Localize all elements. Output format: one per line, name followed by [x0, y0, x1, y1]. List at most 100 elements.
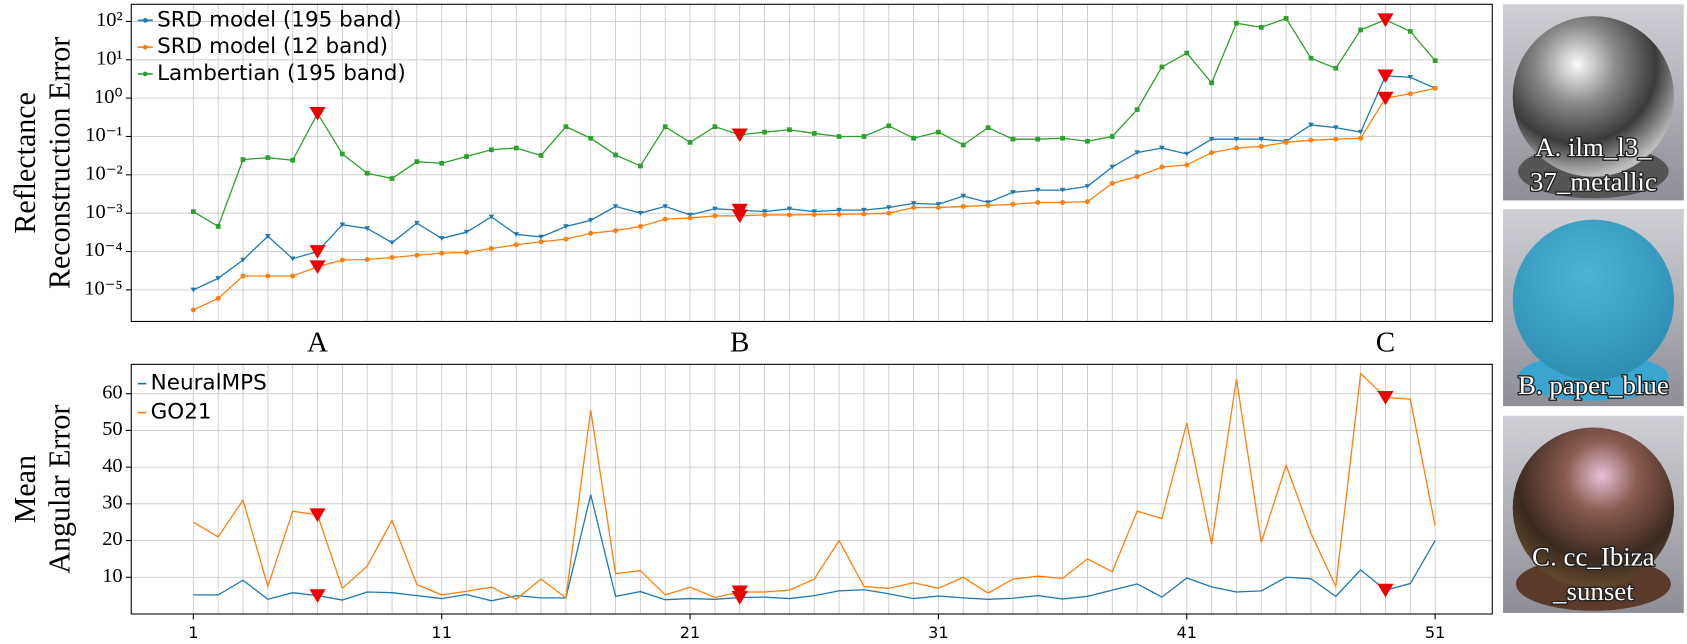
y-axis-label: Reconstruction Error [42, 37, 76, 289]
x-tick-label: 41 [1177, 623, 1198, 642]
point [364, 170, 370, 176]
point [389, 240, 395, 246]
point [1308, 55, 1314, 61]
highlight-marker [1377, 13, 1394, 28]
point [339, 257, 345, 263]
point [960, 203, 966, 209]
highlight-marker [309, 589, 326, 603]
y-tick-label: 10⁻⁵ [84, 278, 122, 300]
series-line [193, 372, 1436, 601]
highlight-marker [731, 585, 748, 600]
point [1308, 137, 1314, 143]
point [563, 236, 569, 242]
point [662, 216, 668, 222]
y-tick-label: 10⁻¹ [85, 124, 122, 146]
point [1283, 139, 1289, 145]
point [1407, 29, 1413, 34]
point [1333, 65, 1339, 71]
point [712, 124, 718, 130]
point [438, 236, 445, 241]
point [538, 234, 544, 240]
point [190, 287, 197, 293]
point [1010, 136, 1016, 142]
x-tick-label: 11 [431, 623, 452, 642]
point [563, 224, 569, 229]
point [1109, 164, 1116, 170]
point [215, 295, 221, 301]
point [637, 224, 643, 229]
point [389, 176, 395, 181]
point [1134, 150, 1140, 156]
point [910, 201, 917, 206]
point [290, 273, 296, 279]
point [985, 200, 991, 205]
point [414, 220, 420, 226]
point [638, 163, 643, 169]
highlight-marker [1377, 390, 1394, 405]
point [538, 239, 544, 245]
highlight-label: A [307, 327, 328, 359]
highlight-marker [309, 106, 326, 121]
x-tick-label: 51 [1425, 623, 1446, 642]
point [1010, 201, 1016, 207]
point [488, 214, 495, 220]
point [289, 256, 296, 262]
point [240, 257, 246, 263]
point [662, 204, 669, 209]
point [1060, 135, 1065, 141]
highlight-marker [309, 260, 326, 275]
point [439, 160, 445, 166]
point [861, 134, 867, 139]
point [364, 226, 370, 231]
point [1208, 136, 1215, 142]
point [1109, 180, 1115, 186]
point [439, 250, 445, 256]
point [240, 273, 246, 279]
point [836, 207, 842, 213]
y-axis-label: Angular Error [42, 405, 76, 574]
point [1035, 200, 1041, 205]
highlight-marker [1377, 69, 1394, 84]
point [265, 273, 271, 279]
point [1432, 58, 1438, 63]
y-tick-label: 10⁻² [85, 163, 122, 185]
point [1034, 187, 1041, 193]
point [985, 125, 991, 130]
material-panels: A. ilm_l3_ 37_metallic B. paper_blue C. … [1503, 4, 1684, 613]
legend-label: Lambertian (195 band) [157, 61, 406, 86]
point [886, 210, 892, 216]
point [1258, 143, 1264, 149]
point [1134, 174, 1140, 180]
point [811, 212, 817, 218]
point [811, 131, 817, 136]
point [911, 205, 917, 211]
point [190, 209, 196, 214]
point [1060, 200, 1066, 205]
point [290, 157, 296, 163]
highlight-label: B [730, 327, 749, 359]
point [1258, 136, 1265, 142]
y-tick-label: 50 [102, 418, 122, 440]
sphere [1512, 16, 1675, 177]
caption: 37_metallic [1530, 166, 1657, 196]
point [811, 209, 818, 215]
point [265, 155, 271, 161]
point [1258, 25, 1264, 30]
point [1233, 145, 1239, 151]
point [464, 249, 470, 255]
point [936, 129, 941, 135]
point [588, 230, 594, 236]
y-tick-label: 40 [102, 455, 122, 477]
point [1035, 136, 1041, 142]
y-tick-label: 10¹ [96, 47, 123, 69]
point [513, 242, 519, 248]
y-tick-label: 10⁻³ [85, 201, 122, 223]
y-axis-label: Mean [8, 455, 42, 523]
point [563, 124, 569, 130]
point [637, 210, 644, 216]
legend-label: GO21 [151, 400, 212, 425]
caption: C. cc_Ibiza [1532, 542, 1654, 572]
caption: A. ilm_l3_ [1535, 132, 1652, 162]
point [836, 211, 842, 217]
